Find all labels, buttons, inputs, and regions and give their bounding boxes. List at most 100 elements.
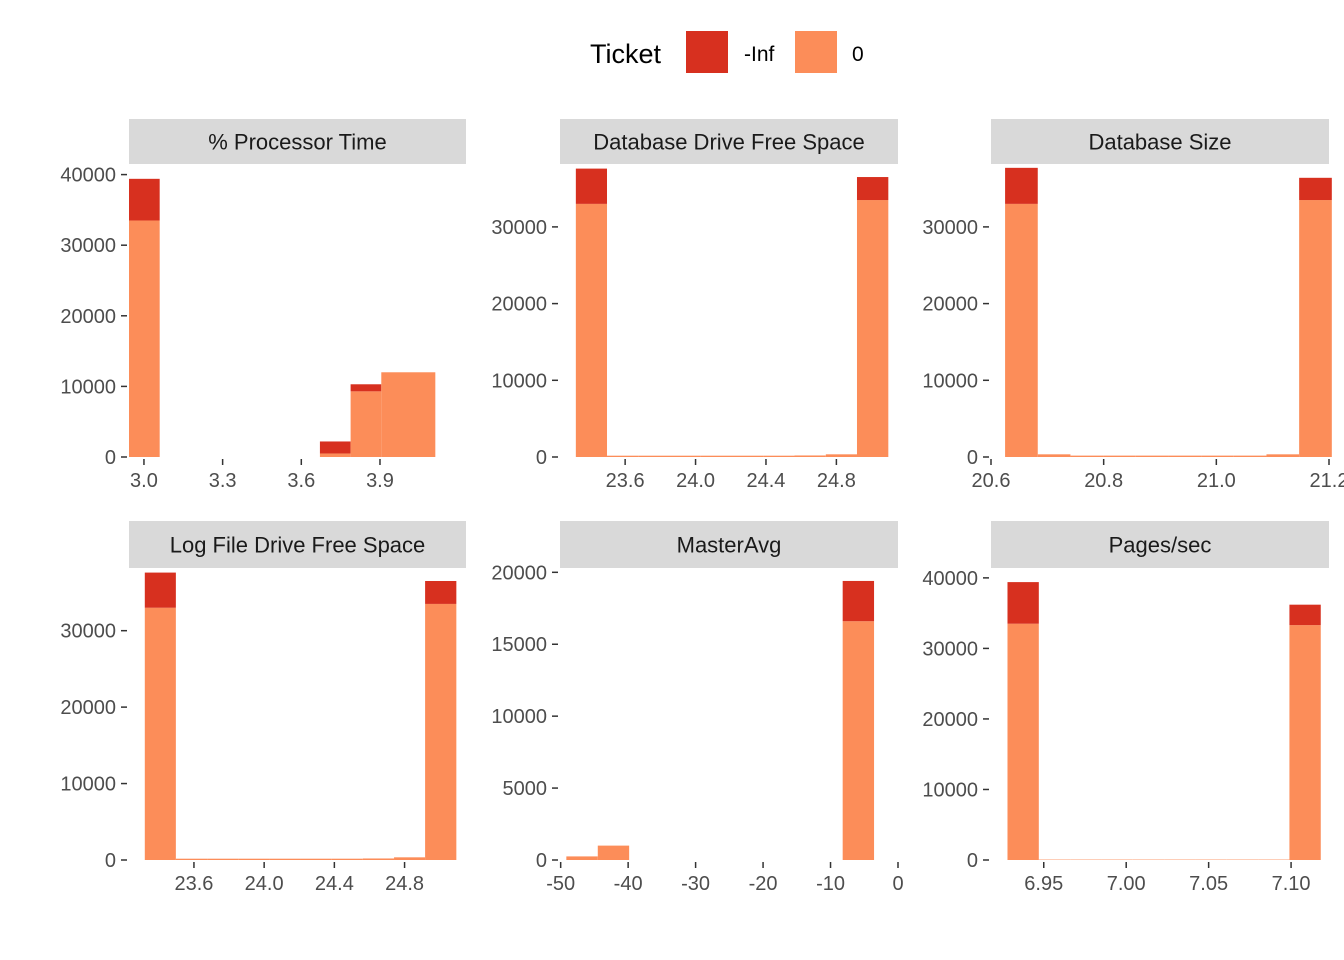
x-tick-label: -10	[816, 873, 845, 895]
histogram-bar	[394, 857, 426, 860]
facet-strip	[129, 119, 466, 164]
x-tick-label: 0	[892, 873, 903, 895]
facet-panel-2: Database Drive Free Space 0 10000 20000 3000…	[491, 119, 898, 492]
histogram-bar	[575, 203, 608, 457]
facet-strip-label: Database Size	[1088, 130, 1231, 155]
histogram-bar	[300, 858, 332, 860]
facet-strip	[991, 119, 1329, 164]
x-tick-label: 24.0	[676, 470, 715, 492]
histogram-bar	[1233, 455, 1267, 457]
histogram-bar	[825, 454, 857, 457]
histogram-bar	[381, 372, 436, 457]
facet-strip	[991, 521, 1329, 568]
y-tick-label: 20000	[60, 697, 116, 719]
histogram-bar	[1005, 203, 1038, 457]
x-tick-label: 24.4	[747, 470, 786, 492]
facet-panel-6: Pages/sec 0 10000 20000 30000 40000 6.95 7.00 7.…	[922, 521, 1329, 895]
histogram-bar	[1168, 455, 1202, 457]
facet-panel-5: MasterAvg 0 5000 10000 15000 20000 -50 -40 -30 -2…	[491, 521, 904, 895]
y-tick-label: 40000	[60, 165, 116, 187]
legend-swatch-zero	[795, 31, 837, 73]
histogram-bar	[350, 391, 382, 457]
y-tick-label: 20000	[922, 709, 978, 731]
y-tick-label: 30000	[922, 638, 978, 660]
histogram-bar	[319, 441, 351, 454]
x-tick-label: 3.0	[130, 470, 158, 492]
histogram-bar	[856, 200, 889, 457]
y-tick-label: 10000	[922, 370, 978, 392]
y-tick-label: 10000	[491, 370, 547, 392]
y-tick-label: 10000	[60, 774, 116, 796]
histogram-bar	[700, 455, 732, 457]
y-tick-label: 0	[967, 447, 978, 469]
histogram-bar	[129, 220, 160, 457]
histogram-bar	[1005, 167, 1038, 204]
histogram-bar	[1103, 455, 1136, 457]
y-tick-label: 0	[967, 850, 978, 872]
histogram-bar	[794, 455, 826, 457]
x-tick-label: 3.9	[366, 470, 394, 492]
x-tick-label: -20	[749, 873, 778, 895]
histogram-bar	[842, 621, 875, 860]
y-tick-label: 30000	[491, 217, 547, 239]
y-tick-label: 20000	[922, 294, 978, 316]
histogram-bar	[607, 455, 639, 457]
x-tick-label: 23.6	[606, 470, 645, 492]
y-tick-label: 0	[536, 850, 547, 872]
y-tick-label: 30000	[60, 235, 116, 257]
histogram-bar	[1007, 623, 1039, 860]
histogram-bar	[319, 453, 351, 457]
y-tick-label: 20000	[491, 294, 547, 316]
y-tick-label: 30000	[922, 217, 978, 239]
facet-panel-1: % Processor Time 0 10000 20000 30000 40000 3.0…	[60, 119, 466, 492]
histogram-bar	[1289, 604, 1321, 626]
histogram-bar	[129, 178, 160, 221]
x-tick-label: 7.00	[1107, 873, 1146, 895]
x-tick-label: 23.6	[174, 873, 213, 895]
histogram-bar	[1201, 455, 1234, 457]
x-tick-label: 20.8	[1084, 470, 1123, 492]
y-tick-label: 0	[105, 447, 116, 469]
y-tick-label: 5000	[503, 778, 548, 800]
histogram-bar	[207, 858, 239, 860]
facet-strip-label: Log File Drive Free Space	[170, 533, 426, 558]
histogram-bar	[425, 603, 457, 860]
histogram-bar	[842, 580, 875, 622]
y-tick-label: 10000	[60, 376, 116, 398]
x-tick-label: 24.8	[385, 873, 424, 895]
histogram-bar	[731, 455, 764, 457]
histogram-bar	[331, 858, 363, 860]
x-tick-label: 7.10	[1272, 873, 1311, 895]
x-tick-label: 24.8	[817, 470, 856, 492]
y-tick-label: 10000	[491, 706, 547, 728]
histogram-bar	[566, 856, 598, 860]
facet-panel-3: Database Size 0 10000 20000 30000 20.6 20.8 21.…	[922, 119, 1344, 492]
histogram-bar	[1007, 582, 1039, 624]
histogram-bar	[269, 858, 301, 860]
facet-strip	[560, 119, 898, 164]
histogram-bar	[575, 168, 608, 204]
histogram-bar	[362, 858, 395, 860]
x-tick-label: -50	[546, 873, 575, 895]
histogram-bar	[144, 572, 176, 608]
facet-strip-label: % Processor Time	[208, 130, 387, 155]
y-tick-label: 40000	[922, 568, 978, 590]
histogram-bar	[1289, 625, 1321, 860]
histogram-bar	[350, 384, 382, 392]
histogram-bar	[763, 455, 795, 457]
x-tick-label: -40	[614, 873, 643, 895]
facet-strip-label: Pages/sec	[1109, 533, 1212, 558]
facet-strip	[129, 521, 466, 568]
legend-title: Ticket	[590, 39, 662, 69]
x-tick-label: 24.4	[315, 873, 354, 895]
facet-panel-4: Log File Drive Free Space 0 10000 20000 3000…	[60, 521, 466, 895]
y-tick-label: 0	[105, 850, 116, 872]
histogram-bar	[1037, 454, 1071, 457]
y-tick-label: 10000	[922, 779, 978, 801]
histogram-bar	[1299, 200, 1332, 457]
facet-strip-label: MasterAvg	[677, 533, 782, 558]
histogram-bar	[425, 580, 457, 604]
x-tick-label: 6.95	[1024, 873, 1063, 895]
histogram-bar	[144, 607, 176, 860]
facet-strip	[560, 521, 898, 568]
